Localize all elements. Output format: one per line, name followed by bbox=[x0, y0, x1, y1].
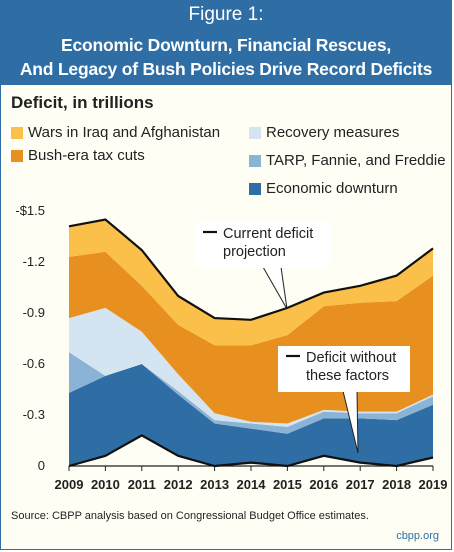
x-tick-label: 2018 bbox=[382, 477, 411, 492]
x-tick-label: 2016 bbox=[309, 477, 338, 492]
y-tick-label: -0.6 bbox=[23, 356, 45, 371]
annotation-deficit-without-text: Deficit without bbox=[306, 350, 396, 366]
site-credit: cbpp.org bbox=[396, 530, 439, 542]
figure-label: Figure 1: bbox=[1, 1, 451, 28]
legend-swatch-downturn bbox=[249, 182, 261, 195]
chart-title-line-2: And Legacy of Bush Policies Drive Record… bbox=[19, 59, 433, 79]
area-economic-downturn bbox=[69, 364, 433, 466]
annotation-current-deficit-pointer bbox=[262, 266, 288, 310]
legend-swatch-tax-cuts bbox=[11, 149, 23, 162]
y-tick-label: 0 bbox=[38, 458, 45, 473]
annotation-current-deficit-text: Current deficit bbox=[223, 226, 313, 242]
legend-label-wars: Wars in Iraq and Afghanistan bbox=[28, 124, 221, 141]
x-tick-label: 2011 bbox=[128, 477, 156, 492]
y-tick-label: -0.9 bbox=[23, 305, 45, 320]
legend-swatch-recovery bbox=[249, 126, 261, 139]
area-tarp-fannie-and-freddie bbox=[69, 352, 433, 434]
annotation-deficit-without-text: these factors bbox=[306, 368, 389, 384]
annotation-current-deficit-box bbox=[195, 222, 331, 268]
legend-label-tax-cuts: Bush-era tax cuts bbox=[28, 147, 145, 164]
chart-plot: -$1.5 -1.2 -0.9 -0.6 -0.3 0 2009 2010 2011 2012 20… bbox=[15, 203, 448, 492]
legend-item-downturn: Economic downturn bbox=[249, 180, 398, 197]
x-tick-label: 2019 bbox=[419, 477, 448, 492]
x-tick-label: 2017 bbox=[346, 477, 375, 492]
line-current-deficit bbox=[68, 218, 434, 321]
x-tick-label: 2014 bbox=[237, 477, 267, 492]
y-tick-label: -1.2 bbox=[23, 254, 45, 269]
legend-item-wars: Wars in Iraq and Afghanistan bbox=[11, 124, 220, 141]
legend-label-downturn: Economic downturn bbox=[266, 180, 398, 197]
legend-swatch-wars bbox=[11, 126, 23, 139]
annotation-deficit-without-box bbox=[278, 346, 410, 392]
legend-label-tarp: TARP, Fannie, and Freddie bbox=[266, 152, 446, 169]
y-tick-label: -0.3 bbox=[23, 407, 45, 422]
area-recovery-measures bbox=[69, 307, 433, 427]
x-tick-label: 2013 bbox=[200, 477, 229, 492]
y-tick-label: -$1.5 bbox=[15, 203, 45, 218]
legend-item-recovery: Recovery measures bbox=[249, 124, 399, 141]
legend-item-tarp: TARP, Fannie, and Freddie bbox=[249, 152, 446, 169]
annotation-current-deficit-text: projection bbox=[223, 244, 286, 260]
legend-label-recovery: Recovery measures bbox=[266, 124, 400, 141]
legend-item-tax-cuts: Bush-era tax cuts bbox=[11, 147, 145, 164]
x-tick-label: 2012 bbox=[164, 477, 193, 492]
x-tick-label: 2015 bbox=[273, 477, 302, 492]
x-tick-label: 2009 bbox=[55, 477, 84, 492]
line-deficit-without-factors bbox=[68, 434, 434, 468]
chart-title: Economic Downturn, Financial Rescues, An… bbox=[1, 28, 451, 85]
source-note: Source: CBPP analysis based on Congressi… bbox=[11, 510, 369, 522]
chart-title-line-1: Economic Downturn, Financial Rescues, bbox=[60, 35, 392, 55]
legend-swatch-tarp bbox=[249, 154, 261, 167]
y-axis-label: Deficit, in trillions bbox=[11, 93, 154, 112]
x-tick-label: 2010 bbox=[91, 477, 120, 492]
